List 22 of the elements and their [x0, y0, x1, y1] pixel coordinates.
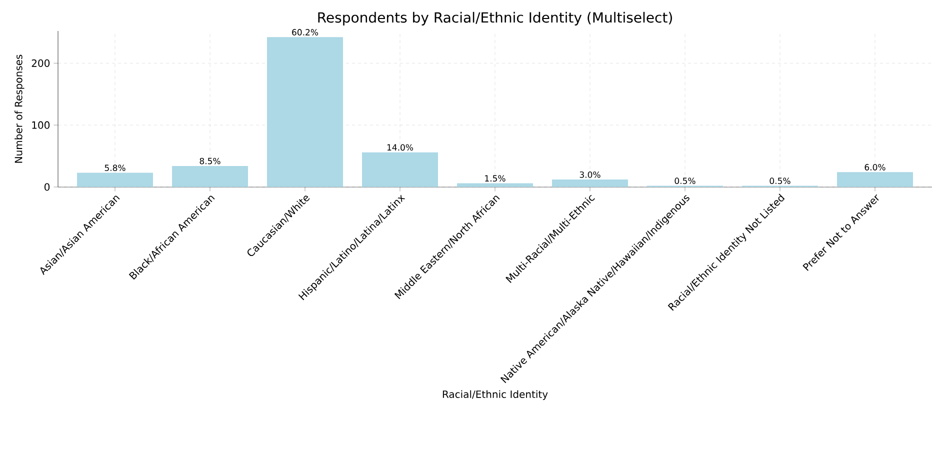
bar	[172, 166, 248, 187]
chart-title: Respondents by Racial/Ethnic Identity (Multiselect)	[318, 12, 672, 26]
x-axis-title: Racial/Ethnic Identity	[442, 390, 548, 400]
bar	[457, 183, 534, 187]
annotation: 14.0%	[387, 144, 414, 151]
annotation: 3.0%	[580, 171, 600, 178]
bar	[552, 180, 628, 187]
annotation: 0.5%	[674, 178, 696, 184]
y-tick-label: 0	[44, 183, 50, 191]
annotation: 60.2%	[292, 29, 318, 36]
annotation: 6.0%	[864, 164, 886, 170]
y-tick-label: 200	[32, 59, 50, 67]
annotation: 0.5%	[770, 178, 790, 184]
annotation: 1.5%	[485, 175, 506, 182]
bar	[267, 37, 344, 187]
y-axis-title: Number of Responses	[14, 54, 24, 163]
annotation: 8.5%	[200, 158, 220, 164]
bar	[362, 152, 438, 187]
bar	[77, 172, 154, 187]
annotation: 5.8%	[104, 164, 126, 172]
bar	[837, 172, 913, 187]
y-tick-label: 100	[32, 121, 50, 129]
